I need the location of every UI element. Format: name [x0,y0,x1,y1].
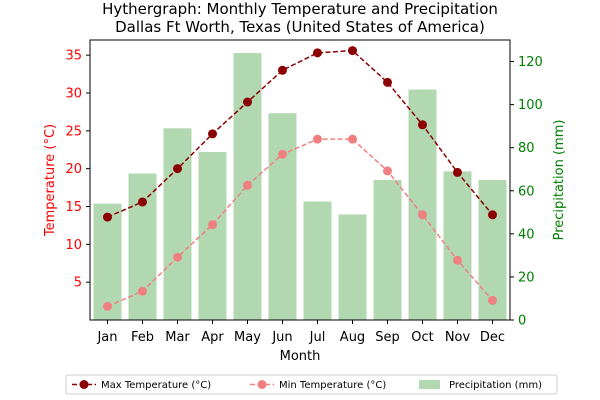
max-temperature-point-jan [103,212,112,222]
right-tick-label: 100 [518,98,543,113]
left-tick-label: 5 [74,276,82,291]
legend-precip-swatch [419,380,440,389]
x-tick-label-apr: Apr [201,330,224,345]
max-temperature-line [107,49,494,218]
x-tick-label-feb: Feb [131,330,154,345]
right-axis-ticks: 0 20 40 60 80 100 120 [510,55,543,329]
min-temperature-point-jan [103,301,112,311]
max-temperature-point-sep [383,77,392,87]
precipitation-bars [93,52,507,321]
precipitation-bar-mar [163,128,192,320]
max-temperature-point-may [243,97,252,107]
left-axis-ticks: 5 10 15 20 25 30 35 [65,49,90,291]
precipitation-bar-nov [443,171,472,320]
max-temperature-point-jul [313,48,322,58]
precipitation-bar-feb [128,173,157,320]
min-temperature-point-sep [383,166,392,176]
chart-title-line2: Dallas Ft Worth, Texas (United States of… [115,18,485,36]
min-temperature-point-jul [313,134,322,144]
min-temperature-point-dec [488,295,497,305]
x-axis-label: Month [280,349,321,364]
precipitation-bar-aug [338,214,367,320]
right-tick-label: 40 [518,227,535,242]
x-tick-label-jun: Jun [271,330,292,345]
min-temperature-point-oct [418,210,427,220]
x-tick-label-nov: Nov [445,330,471,345]
min-temperature-point-mar [173,252,182,262]
y-axis-left-label: Temperature (°C) [43,124,58,237]
left-tick-label: 25 [65,124,82,139]
legend: Max Temperature (°C) Min Temperature (°C… [65,374,558,395]
legend-precip-label: Precipitation (mm) [449,380,542,391]
x-tick-label-oct: Oct [411,330,433,345]
right-tick-label: 20 [518,270,535,285]
right-tick-label: 60 [518,184,535,199]
precipitation-bar-apr [198,152,227,320]
legend-box [65,374,558,395]
min-temperature-point-nov [453,255,462,265]
right-tick-label: 120 [518,55,543,70]
max-temperature-point-mar [173,164,182,174]
temperature-lines [103,46,497,311]
min-temperature-point-apr [208,220,217,230]
precipitation-bar-jan [93,203,122,320]
x-tick-label-may: May [234,330,261,345]
chart-title-line1: Hythergraph: Monthly Temperature and Pre… [102,0,498,18]
legend-min-label: Min Temperature (°C) [279,380,386,391]
max-temperature-point-apr [208,129,217,139]
max-temperature-point-nov [453,167,462,177]
max-temperature-point-oct [418,120,427,130]
y-axis-right-label: Precipitation (mm) [552,120,567,241]
precipitation-bar-jun [268,113,297,320]
left-tick-label: 10 [65,238,82,253]
x-tick-label-mar: Mar [165,330,190,345]
right-tick-label: 0 [518,314,526,329]
legend-max-marker [79,380,89,389]
x-tick-label-jul: Jul [309,330,326,345]
min-temperature-point-jun [278,149,287,159]
right-tick-label: 80 [518,141,535,156]
legend-min-marker [257,380,267,389]
left-tick-label: 20 [65,162,82,177]
min-temperature-line [107,138,494,308]
min-temperature-point-aug [348,134,357,144]
precipitation-bar-sep [373,180,402,320]
x-tick-label-aug: Aug [340,330,365,345]
plot-frame [89,39,511,321]
x-tick-label-sep: Sep [375,330,400,345]
left-tick-label: 30 [65,86,82,101]
left-tick-label: 35 [65,49,82,64]
legend-max-label: Max Temperature (°C) [101,380,211,391]
max-temperature-point-jun [278,65,287,75]
precipitation-bar-jul [303,201,332,320]
min-temperature-point-may [243,180,252,190]
left-tick-label: 15 [65,200,82,215]
min-temperature-point-feb [138,286,147,296]
x-tick-label-jan: Jan [96,330,117,345]
x-axis-ticks: Jan Feb Mar Apr May Jun Jul Aug Sep Oct Nov Dec [96,320,505,345]
max-temperature-point-dec [488,210,497,220]
x-tick-label-dec: Dec [480,330,505,345]
max-temperature-point-feb [138,197,147,207]
max-temperature-point-aug [348,46,357,56]
